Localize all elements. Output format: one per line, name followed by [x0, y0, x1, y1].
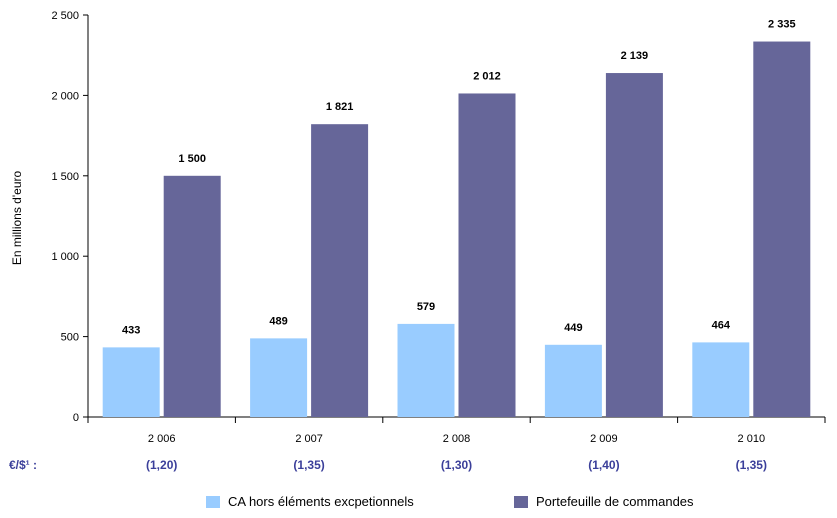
data-label-portefeuille: 1 500 [178, 153, 206, 165]
y-tick-label: 2 500 [51, 10, 79, 22]
legend-label-portefeuille: Portefeuille de commandes [536, 494, 694, 509]
y-tick-label: 2 000 [51, 90, 79, 102]
bar-portefeuille [163, 175, 221, 417]
legend-swatch-ca [206, 495, 220, 508]
x-tick-label: 2 006 [148, 433, 176, 445]
legend-label-ca: CA hors éléments excpetionnels [228, 494, 414, 509]
rate-value: (1,30) [441, 458, 472, 472]
bar-chart: En millions d'euro 0 500 1 000 1 500 2 000 2 … [9, 10, 826, 472]
data-label-portefeuille: 2 139 [621, 50, 649, 62]
bar-ca [102, 347, 160, 417]
y-axis-label: En millions d'euro [10, 171, 24, 266]
rate-value: (1,35) [736, 458, 767, 472]
bar-ca [250, 338, 308, 417]
rate-row-label: €/$¹ : [9, 458, 37, 472]
legend-item-ca: CA hors éléments excpetionnels [206, 494, 414, 509]
data-label-ca: 433 [122, 324, 140, 336]
bar-ca [544, 344, 602, 417]
bar-portefeuille [605, 73, 663, 417]
x-tick-label: 2 007 [295, 433, 323, 445]
data-label-portefeuille: 1 821 [326, 101, 354, 113]
y-tick-label: 500 [61, 332, 79, 344]
data-label-ca: 449 [564, 322, 582, 334]
data-label-ca: 489 [269, 315, 287, 327]
rate-value: (1,35) [293, 458, 324, 472]
bar-portefeuille [753, 41, 811, 417]
data-label-portefeuille: 2 012 [473, 70, 501, 82]
x-tick-label: 2 009 [590, 433, 618, 445]
y-tick-label: 0 [73, 412, 79, 424]
rate-value: (1,20) [146, 458, 177, 472]
data-label-portefeuille: 2 335 [768, 19, 796, 31]
bar-portefeuille [311, 124, 369, 417]
bar-ca [397, 323, 455, 417]
bar-portefeuille [458, 93, 516, 417]
legend-swatch-portefeuille [514, 495, 528, 508]
legend: CA hors éléments excpetionnels Portefeui… [0, 494, 837, 516]
y-tick-label: 1 000 [51, 251, 79, 263]
legend-item-portefeuille: Portefeuille de commandes [514, 494, 694, 509]
data-label-ca: 579 [417, 301, 435, 313]
x-tick-label: 2 008 [443, 433, 471, 445]
x-tick-label: 2 010 [738, 433, 766, 445]
y-tick-label: 1 500 [51, 171, 79, 183]
rate-value: (1,40) [588, 458, 619, 472]
bar-ca [692, 342, 750, 417]
data-label-ca: 464 [712, 319, 731, 331]
